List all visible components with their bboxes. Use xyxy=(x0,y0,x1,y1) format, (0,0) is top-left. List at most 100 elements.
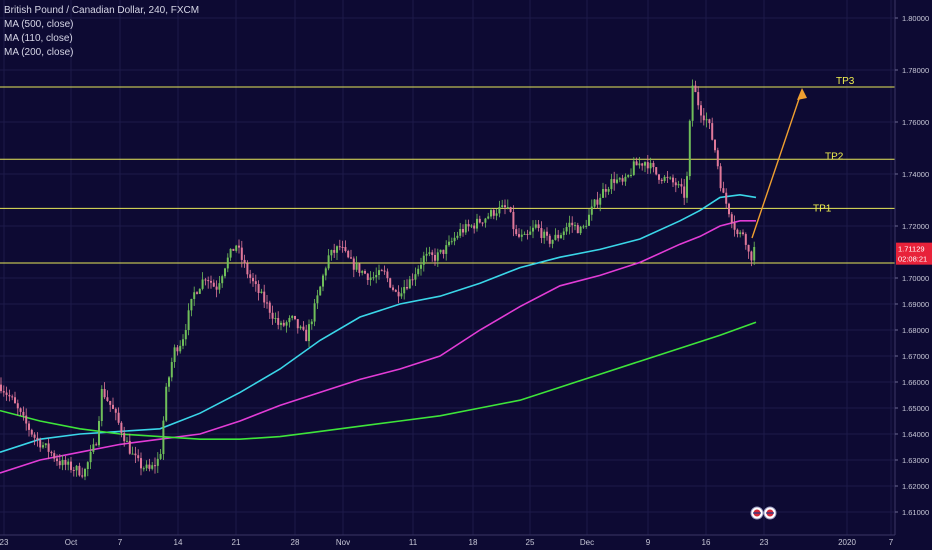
y-tick-label: 1.80000 xyxy=(902,14,929,23)
grid-lines xyxy=(0,0,895,535)
candle-body xyxy=(739,232,742,235)
candle-body xyxy=(89,451,92,463)
candle-body xyxy=(546,231,548,236)
candle-body xyxy=(641,163,644,166)
candle-body xyxy=(716,150,719,167)
candle-body xyxy=(574,225,576,227)
candle-body xyxy=(212,282,215,287)
candle-body xyxy=(120,422,123,433)
candle-body xyxy=(126,440,128,442)
candle-body xyxy=(618,178,621,180)
candle-body xyxy=(515,229,518,235)
candle-body xyxy=(341,246,344,248)
candle-body xyxy=(53,453,56,459)
candle-body xyxy=(655,167,658,175)
candle-body xyxy=(579,226,582,234)
candle-body xyxy=(86,462,89,470)
indicator-ma500[interactable]: MA (500, close) xyxy=(4,19,74,30)
candle-body xyxy=(436,252,439,261)
candle-body xyxy=(683,186,686,198)
candle-body xyxy=(582,226,585,228)
candle-body xyxy=(392,287,394,290)
candles xyxy=(0,79,756,481)
candle-body xyxy=(669,177,672,179)
candle-body xyxy=(64,459,67,465)
candle-body xyxy=(498,207,501,214)
tp-label-3[interactable]: TP3 xyxy=(836,76,855,87)
candle-body xyxy=(506,207,509,209)
candle-body xyxy=(512,211,515,230)
candle-body xyxy=(747,244,750,252)
candle-body xyxy=(84,469,86,477)
candle-body xyxy=(389,278,392,288)
candle-body xyxy=(439,249,442,253)
candle-body xyxy=(602,188,604,198)
candle-body xyxy=(39,439,42,448)
countdown-label: 02:08:21 xyxy=(898,255,927,264)
candle-body xyxy=(246,263,249,275)
candle-body xyxy=(184,329,187,340)
price-axis xyxy=(895,0,932,550)
candle-body xyxy=(708,119,711,124)
candle-body xyxy=(613,179,616,183)
candle-body xyxy=(0,384,2,392)
tp-label-2[interactable]: TP2 xyxy=(825,151,844,162)
ma200-line xyxy=(0,220,756,474)
candle-body xyxy=(75,465,78,471)
candle-body xyxy=(352,258,355,270)
candle-body xyxy=(408,279,411,289)
forecast-arrow[interactable] xyxy=(751,89,803,239)
candle-body xyxy=(210,280,212,283)
candle-body xyxy=(226,257,229,269)
candle-body xyxy=(501,205,504,208)
candle-body xyxy=(198,288,201,294)
candle-body xyxy=(686,176,688,198)
y-tick-label: 1.68000 xyxy=(902,326,929,335)
x-tick-label: 7 xyxy=(118,538,123,547)
candle-body xyxy=(168,377,170,387)
forecast-arrow-head[interactable] xyxy=(797,88,807,100)
candle-body xyxy=(2,391,5,393)
candle-body xyxy=(249,274,252,278)
y-tick-label: 1.67000 xyxy=(902,352,929,361)
event-flag-icon[interactable] xyxy=(763,506,777,520)
candle-body xyxy=(117,412,120,423)
x-tick-label: 11 xyxy=(409,538,418,547)
candle-body xyxy=(72,469,75,471)
candle-body xyxy=(350,257,352,259)
candle-body xyxy=(291,315,294,318)
x-tick-label: 16 xyxy=(702,538,711,547)
candle-body xyxy=(114,408,117,413)
candle-body xyxy=(372,277,375,279)
candle-body xyxy=(635,161,638,166)
tp-label-1[interactable]: TP1 xyxy=(813,203,832,214)
candle-body xyxy=(725,192,728,204)
candle-body xyxy=(170,362,173,378)
event-flag-icon[interactable] xyxy=(750,506,764,520)
candle-body xyxy=(355,263,358,270)
candle-body xyxy=(50,451,53,454)
candle-body xyxy=(218,283,221,290)
candle-body xyxy=(145,464,148,469)
candle-body xyxy=(694,85,697,93)
indicator-ma200[interactable]: MA (200, close) xyxy=(4,47,74,58)
candle-body xyxy=(464,224,467,233)
candle-body xyxy=(562,231,565,236)
symbol-title[interactable]: British Pound / Canadian Dollar, 240, FX… xyxy=(4,5,200,16)
candle-body xyxy=(509,207,512,212)
x-tick-label: 23 xyxy=(0,538,9,547)
candle-body xyxy=(137,455,140,459)
candle-body xyxy=(338,246,341,248)
candle-body xyxy=(644,162,646,166)
candle-body xyxy=(638,163,641,166)
candle-body xyxy=(722,188,725,193)
indicator-ma110[interactable]: MA (110, close) xyxy=(4,33,73,44)
candle-body xyxy=(565,227,568,232)
candle-body xyxy=(159,454,162,459)
candle-body xyxy=(299,326,302,329)
candle-body xyxy=(596,199,599,205)
annotations[interactable]: TP1 TP2 TP3 xyxy=(751,76,855,239)
